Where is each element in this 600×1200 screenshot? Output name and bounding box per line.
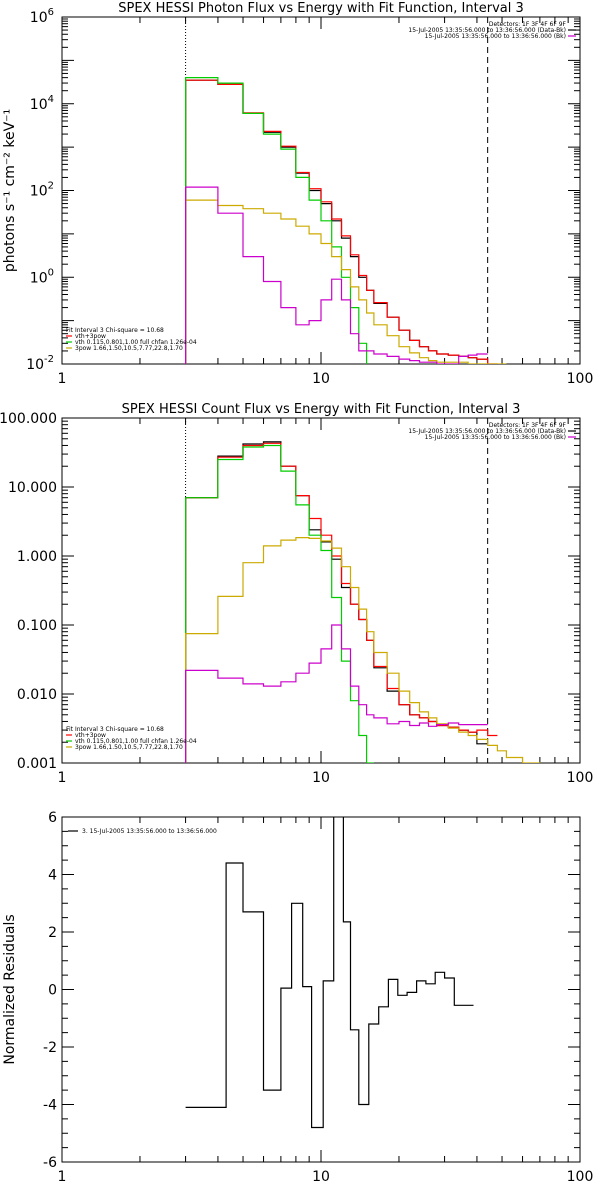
legend: 3. 15-Jul-2005 13:35:56.000 to 13:36:56.…: [68, 828, 217, 835]
y-tick-exponent: 2: [48, 181, 54, 192]
series-line-0: [185, 441, 488, 763]
series-line-2: [185, 77, 368, 364]
series-line-2: [185, 444, 374, 763]
y-tick-base: 10: [26, 357, 44, 373]
legend-entry: vth 0.115,0.801,1.00 full chfan 1.26e-04: [75, 738, 197, 745]
legend-entry: vth+3pow: [75, 732, 106, 739]
legend-entry: vth+3pow: [75, 333, 106, 340]
legend-entry: Fit Interval 3 Chi-square = 10.68: [66, 327, 164, 334]
legend-entry: 15-Jul-2005 13:35:56.000 to 13:36:56.000…: [408, 27, 566, 34]
y-tick-label: 104: [30, 94, 54, 113]
axes-frame: [61, 417, 581, 764]
chart-title: SPEX HESSI Count Flux vs Energy with Fit…: [122, 402, 521, 417]
chart-title: SPEX HESSI Photon Flux vs Energy with Fi…: [118, 1, 524, 16]
x-tick-label: 1: [58, 770, 67, 786]
y-tick-label: 1.000: [17, 549, 57, 565]
y-tick-label: 102: [30, 181, 54, 200]
y-tick-base: 10: [30, 270, 48, 286]
y-axis: -6 -4 -2 0 2 4 6: [43, 810, 580, 1171]
x-tick-label: 100: [567, 770, 594, 786]
y-tick-label: 4: [48, 868, 57, 884]
series-line-0: [185, 79, 488, 364]
x-tick-label: 10: [312, 1169, 330, 1185]
series-line-1: [185, 79, 498, 364]
x-tick-label: 10: [312, 770, 330, 786]
x-tick-label: 10: [312, 371, 330, 387]
legend-entry: Detectors: 1F 3F 4F 6F 9F: [489, 422, 567, 429]
y-tick-label: -2: [43, 1040, 57, 1056]
y-tick-label: 100: [30, 267, 54, 286]
x-axis: 1 10 100: [58, 817, 594, 1185]
x-axis: 1 10 100: [58, 418, 594, 786]
y-tick-exponent: 0: [48, 267, 54, 278]
y-axis: 0.001 0.010 0.100 1.000 10.000 100.000: [0, 411, 580, 772]
legend-entry: Fit Interval 3 Chi-square = 10.68: [66, 726, 164, 733]
y-tick-base: 10: [30, 97, 48, 113]
legend-entry: 3pow 1.66,1.50,10.5,7.77,22.8,1.70: [75, 744, 183, 751]
y-axis-label: Normalized Residuals: [2, 914, 18, 1064]
x-tick-label: 1: [58, 371, 67, 387]
x-tick-label: 100: [567, 1169, 594, 1185]
y-tick-base: 10: [30, 10, 48, 26]
panel-count: SPEX HESSI Count Flux vs Energy with Fit…: [0, 402, 594, 786]
y-tick-label: -4: [43, 1098, 57, 1114]
y-tick-label: 106: [30, 7, 54, 26]
axes-frame: [61, 816, 581, 1163]
legend-entry: vth 0.115,0.801,1.00 full chfan 1.26e-04: [75, 339, 197, 346]
series-group: [185, 441, 541, 763]
legend-entry: Detectors: 1F 3F 4F 6F 9F: [489, 21, 567, 28]
y-tick-label: 0.001: [17, 756, 57, 772]
panel-resid: Normalized Residuals 1 10 100 -6 -4 -2 0 2 4 6 3. 1…: [2, 810, 594, 1185]
y-tick-label: 2: [48, 925, 57, 941]
legend-entry: 3. 15-Jul-2005 13:35:56.000 to 13:36:56.…: [82, 828, 217, 835]
series-line-3: [185, 537, 541, 763]
y-tick-label: -6: [43, 1155, 57, 1171]
y-tick-label: 0.100: [17, 618, 57, 634]
y-tick-label: 100.000: [0, 411, 57, 427]
series-group: [185, 77, 507, 364]
series-line-0: [185, 817, 474, 1129]
series-line-4: [185, 186, 488, 364]
y-tick-exponent: -2: [44, 354, 54, 365]
y-tick-label: 0.010: [17, 687, 57, 703]
legend-entry: 3pow 1.66,1.50,10.5,7.77,22.8,1.70: [75, 345, 183, 352]
y-tick-exponent: 4: [48, 94, 54, 105]
legend-entry: 15-Jul-2005 13:35:56.000 to 13:36:56.000…: [425, 33, 566, 40]
panel-photon: SPEX HESSI Photon Flux vs Energy with Fi…: [2, 1, 594, 387]
y-tick-exponent: 6: [48, 7, 54, 18]
y-tick-label: 6: [48, 810, 57, 826]
legend-entry: 15-Jul-2005 13:35:56.000 to 13:36:56.000…: [425, 434, 566, 441]
y-axis-label: photons s⁻¹ cm⁻² keV⁻¹: [2, 109, 18, 272]
x-tick-label: 100: [567, 371, 594, 387]
series-group: [185, 817, 474, 1129]
y-tick-label: 0: [48, 983, 57, 999]
x-tick-label: 1: [58, 1169, 67, 1185]
series-line-4: [185, 624, 488, 763]
x-axis: 1 10 100: [58, 17, 594, 387]
y-tick-label: 10-2: [26, 354, 54, 373]
series-line-3: [185, 199, 507, 364]
y-tick-base: 10: [30, 184, 48, 200]
y-tick-label: 10.000: [8, 480, 57, 496]
legend-entry: 15-Jul-2005 13:35:56.000 to 13:36:56.000…: [408, 428, 566, 435]
